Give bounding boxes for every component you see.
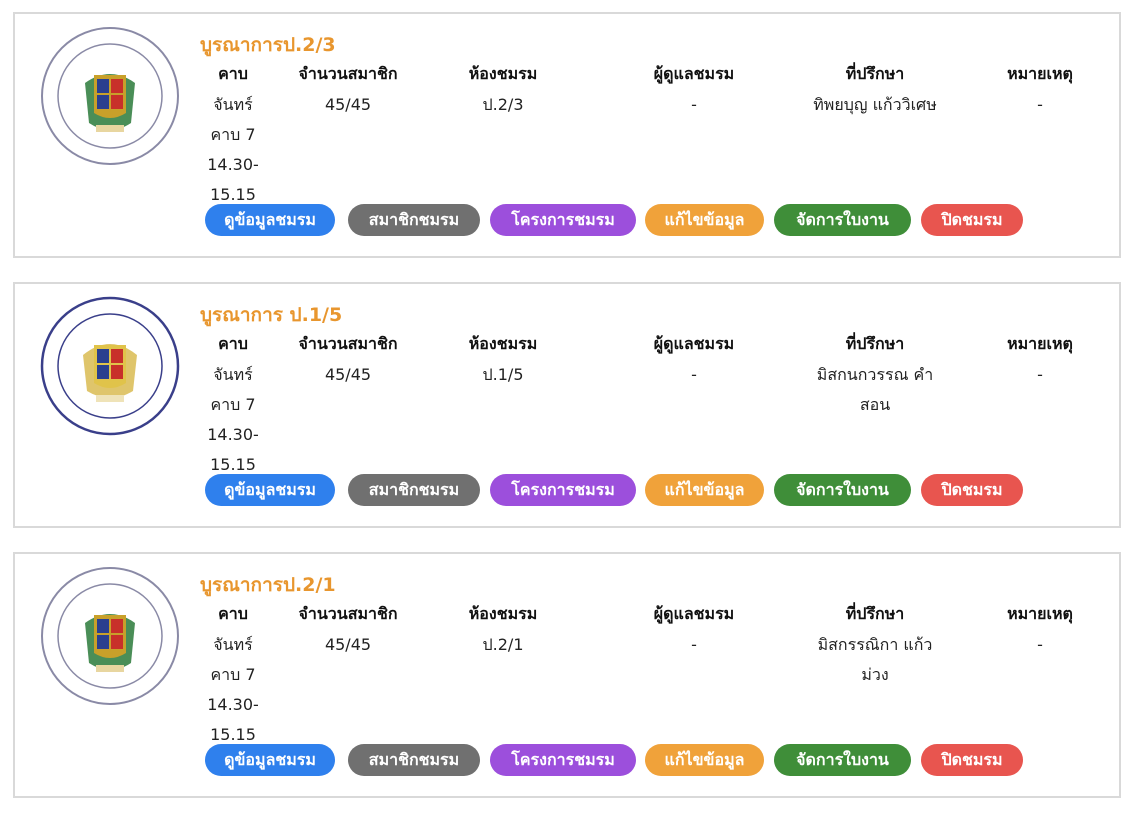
header-room: ห้องชมรม bbox=[468, 604, 538, 623]
period-day: จันทร์ bbox=[213, 635, 253, 654]
period-end: 15.15 bbox=[210, 725, 256, 744]
header-advisor: ที่ปรึกษา bbox=[845, 64, 905, 83]
header-period: คาบ bbox=[218, 64, 248, 83]
remark-value: - bbox=[1037, 635, 1043, 654]
header-keeper: ผู้ดูแลชมรม bbox=[653, 64, 735, 83]
header-remark: หมายเหตุ bbox=[1007, 334, 1073, 353]
school-seal-icon bbox=[40, 296, 180, 436]
period-slot: คาบ 7 bbox=[210, 125, 256, 144]
header-remark: หมายเหตุ bbox=[1007, 604, 1073, 623]
room-value: ป.2/1 bbox=[482, 635, 524, 654]
manage-jobs-button[interactable]: จัดการใบงาน bbox=[774, 474, 911, 506]
club-projects-button[interactable]: โครงการชมรม bbox=[490, 474, 636, 506]
school-seal-logo bbox=[39, 25, 181, 167]
view-club-button[interactable]: ดูข้อมูลชมรม bbox=[205, 474, 335, 506]
school-seal-logo bbox=[39, 565, 181, 707]
header-remark: หมายเหตุ bbox=[1007, 64, 1073, 83]
header-members: จำนวนสมาชิก bbox=[298, 604, 398, 623]
club-title: บูรณาการป.2/1 bbox=[200, 574, 336, 596]
edit-club-button[interactable]: แก้ไขข้อมูล bbox=[645, 204, 764, 236]
members-value: 45/45 bbox=[324, 95, 372, 114]
club-actions: ดูข้อมูลชมรม สมาชิกชมรม โครงการชมรม แก้ไ… bbox=[205, 744, 1105, 776]
club-title: บูรณาการป.2/3 bbox=[200, 34, 336, 56]
header-members: จำนวนสมาชิก bbox=[298, 64, 398, 83]
advisor-value: มิสกรรณิกา แก้ว ม่วง bbox=[795, 630, 955, 690]
period-start: 14.30- bbox=[207, 425, 259, 444]
school-seal-icon bbox=[41, 27, 179, 165]
club-actions: ดูข้อมูลชมรม สมาชิกชมรม โครงการชมรม แก้ไ… bbox=[205, 204, 1105, 236]
period-day: จันทร์ bbox=[213, 95, 253, 114]
club-projects-button[interactable]: โครงการชมรม bbox=[490, 204, 636, 236]
header-advisor: ที่ปรึกษา bbox=[845, 334, 905, 353]
keeper-value: - bbox=[691, 365, 697, 384]
club-card: บูรณาการป.2/1 คาบ จำนวนสมาชิก ห้องชมรม ผ… bbox=[13, 552, 1121, 798]
edit-club-button[interactable]: แก้ไขข้อมูล bbox=[645, 744, 764, 776]
period-end: 15.15 bbox=[210, 185, 256, 204]
header-period: คาบ bbox=[218, 334, 248, 353]
club-title: บูรณาการ ป.1/5 bbox=[200, 304, 343, 326]
advisor-value: ทิพยบุญ แก้ววิเศษ bbox=[795, 90, 955, 120]
advisor-value: มิสกนกวรรณ คำ สอน bbox=[795, 360, 955, 420]
header-keeper: ผู้ดูแลชมรม bbox=[653, 334, 735, 353]
club-card: บูรณาการ ป.1/5 คาบ จำนวนสมาชิก ห้องชมรม … bbox=[13, 282, 1121, 528]
advisor-line: ทิพยบุญ แก้ววิเศษ bbox=[813, 95, 937, 114]
club-members-button[interactable]: สมาชิกชมรม bbox=[348, 744, 480, 776]
view-club-button[interactable]: ดูข้อมูลชมรม bbox=[205, 744, 335, 776]
header-period: คาบ bbox=[218, 604, 248, 623]
advisor-line: มิสกรรณิกา แก้ว bbox=[817, 635, 933, 654]
club-members-button[interactable]: สมาชิกชมรม bbox=[348, 474, 480, 506]
club-card: บูรณาการป.2/3 คาบ จำนวนสมาชิก ห้องชมรม ผ… bbox=[13, 12, 1121, 258]
period-start: 14.30- bbox=[207, 155, 259, 174]
close-club-button[interactable]: ปิดชมรม bbox=[921, 204, 1023, 236]
header-advisor: ที่ปรึกษา bbox=[845, 604, 905, 623]
period-start: 14.30- bbox=[207, 695, 259, 714]
period-end: 15.15 bbox=[210, 455, 256, 474]
club-projects-button[interactable]: โครงการชมรม bbox=[490, 744, 636, 776]
view-club-button[interactable]: ดูข้อมูลชมรม bbox=[205, 204, 335, 236]
advisor-line: สอน bbox=[859, 395, 891, 414]
edit-club-button[interactable]: แก้ไขข้อมูล bbox=[645, 474, 764, 506]
header-room: ห้องชมรม bbox=[468, 334, 538, 353]
period-day: จันทร์ bbox=[213, 365, 253, 384]
remark-value: - bbox=[1037, 365, 1043, 384]
club-actions: ดูข้อมูลชมรม สมาชิกชมรม โครงการชมรม แก้ไ… bbox=[205, 474, 1105, 506]
keeper-value: - bbox=[691, 635, 697, 654]
header-members: จำนวนสมาชิก bbox=[298, 334, 398, 353]
manage-jobs-button[interactable]: จัดการใบงาน bbox=[774, 204, 911, 236]
school-seal-icon bbox=[41, 567, 179, 705]
members-value: 45/45 bbox=[324, 635, 372, 654]
period-slot: คาบ 7 bbox=[210, 395, 256, 414]
remark-value: - bbox=[1037, 95, 1043, 114]
keeper-value: - bbox=[691, 95, 697, 114]
close-club-button[interactable]: ปิดชมรม bbox=[921, 474, 1023, 506]
advisor-line: มิสกนกวรรณ คำ bbox=[816, 365, 934, 384]
room-value: ป.2/3 bbox=[482, 95, 524, 114]
club-members-button[interactable]: สมาชิกชมรม bbox=[348, 204, 480, 236]
advisor-line: ม่วง bbox=[861, 665, 889, 684]
header-room: ห้องชมรม bbox=[468, 64, 538, 83]
manage-jobs-button[interactable]: จัดการใบงาน bbox=[774, 744, 911, 776]
members-value: 45/45 bbox=[324, 365, 372, 384]
period-slot: คาบ 7 bbox=[210, 665, 256, 684]
school-seal-logo bbox=[39, 295, 181, 437]
room-value: ป.1/5 bbox=[482, 365, 524, 384]
period-value: จันทร์ คาบ 7 14.30- 15.15 bbox=[203, 90, 263, 210]
period-value: จันทร์ คาบ 7 14.30- 15.15 bbox=[203, 360, 263, 480]
header-keeper: ผู้ดูแลชมรม bbox=[653, 604, 735, 623]
close-club-button[interactable]: ปิดชมรม bbox=[921, 744, 1023, 776]
period-value: จันทร์ คาบ 7 14.30- 15.15 bbox=[203, 630, 263, 750]
